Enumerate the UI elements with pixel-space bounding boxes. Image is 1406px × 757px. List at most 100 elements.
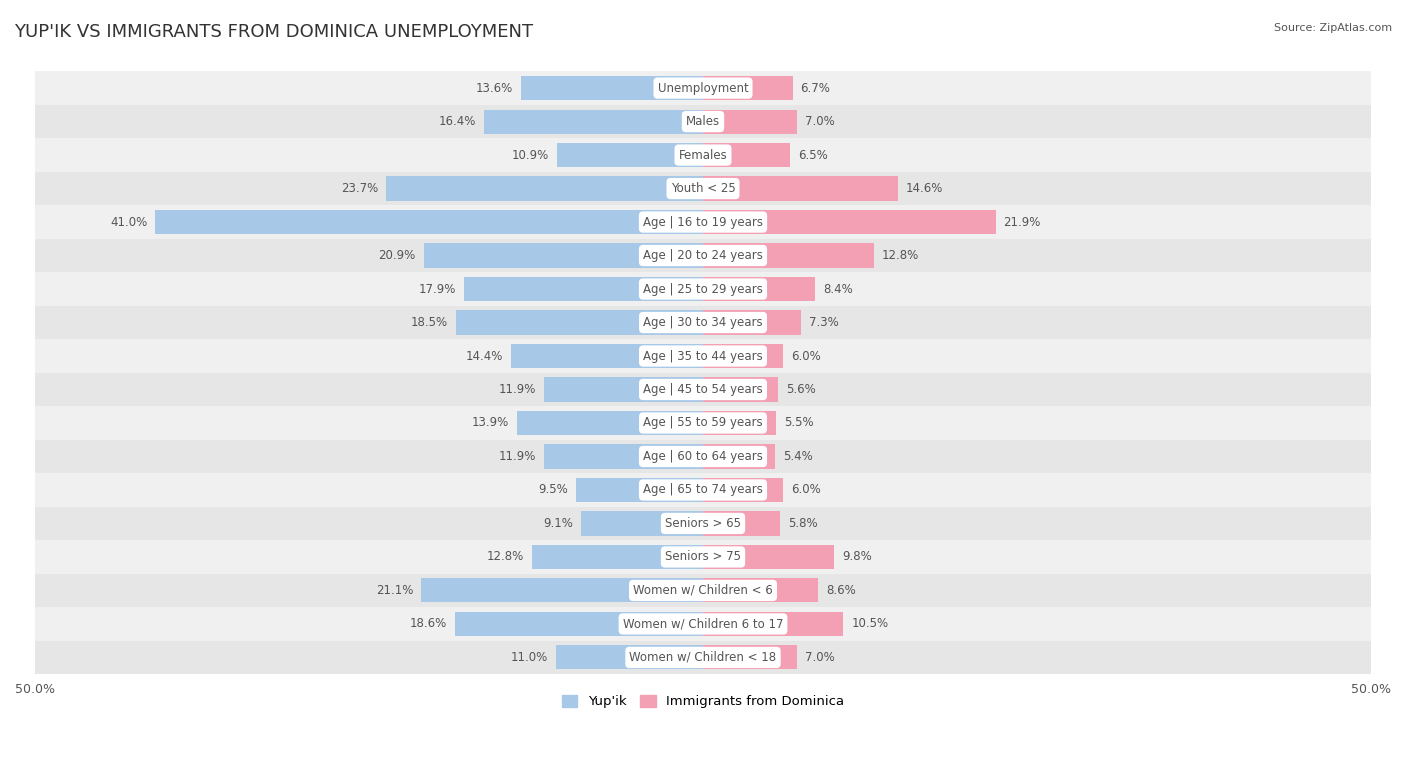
Bar [464,277,703,301]
Text: 6.0%: 6.0% [792,484,821,497]
Text: 6.5%: 6.5% [797,148,828,161]
Bar [35,104,1371,139]
Text: 21.9%: 21.9% [1004,216,1040,229]
Text: 7.0%: 7.0% [804,115,834,128]
Bar [582,512,703,535]
Bar [35,506,1371,540]
Bar [576,478,703,502]
Text: 12.8%: 12.8% [486,550,524,563]
Text: 17.9%: 17.9% [419,282,456,295]
Bar [555,646,703,669]
Legend: Yup'ik, Immigrants from Dominica: Yup'ik, Immigrants from Dominica [557,690,849,714]
Text: Age | 45 to 54 years: Age | 45 to 54 years [643,383,763,396]
Text: Seniors > 75: Seniors > 75 [665,550,741,563]
Text: 5.6%: 5.6% [786,383,815,396]
Bar [703,310,800,335]
Text: Youth < 25: Youth < 25 [671,182,735,195]
Bar [35,306,1371,339]
Text: 18.6%: 18.6% [409,618,447,631]
Text: 9.8%: 9.8% [842,550,872,563]
Text: 16.4%: 16.4% [439,115,475,128]
Text: 5.5%: 5.5% [785,416,814,429]
Text: 6.7%: 6.7% [800,82,831,95]
Text: 9.5%: 9.5% [538,484,568,497]
Text: Age | 60 to 64 years: Age | 60 to 64 years [643,450,763,463]
Text: 8.6%: 8.6% [825,584,856,597]
Text: Source: ZipAtlas.com: Source: ZipAtlas.com [1274,23,1392,33]
Bar [35,540,1371,574]
Bar [703,578,818,603]
Text: Females: Females [679,148,727,161]
Text: 11.9%: 11.9% [499,450,536,463]
Bar [35,574,1371,607]
Text: 10.9%: 10.9% [512,148,550,161]
Bar [703,512,780,535]
Bar [35,440,1371,473]
Text: 5.8%: 5.8% [789,517,818,530]
Bar [703,378,778,401]
Bar [703,210,995,234]
Bar [422,578,703,603]
Text: 7.3%: 7.3% [808,316,838,329]
Text: Women w/ Children < 6: Women w/ Children < 6 [633,584,773,597]
Bar [703,444,775,469]
Text: 14.6%: 14.6% [905,182,943,195]
Bar [456,310,703,335]
Bar [703,478,783,502]
Bar [703,545,834,569]
Bar [35,372,1371,407]
Text: Age | 20 to 24 years: Age | 20 to 24 years [643,249,763,262]
Bar [517,411,703,435]
Text: 8.4%: 8.4% [824,282,853,295]
Text: 10.5%: 10.5% [851,618,889,631]
Text: 11.0%: 11.0% [510,651,548,664]
Bar [703,143,790,167]
Bar [703,76,793,100]
Bar [35,273,1371,306]
Text: 23.7%: 23.7% [342,182,378,195]
Text: 6.0%: 6.0% [792,350,821,363]
Bar [35,640,1371,674]
Text: Unemployment: Unemployment [658,82,748,95]
Text: Age | 35 to 44 years: Age | 35 to 44 years [643,350,763,363]
Bar [155,210,703,234]
Bar [423,244,703,267]
Text: 7.0%: 7.0% [804,651,834,664]
Bar [35,71,1371,104]
Bar [35,172,1371,205]
Bar [703,110,797,134]
Text: 21.1%: 21.1% [375,584,413,597]
Bar [544,444,703,469]
Bar [35,473,1371,506]
Text: 20.9%: 20.9% [378,249,416,262]
Bar [703,646,797,669]
Text: 5.4%: 5.4% [783,450,813,463]
Bar [484,110,703,134]
Text: 13.6%: 13.6% [477,82,513,95]
Text: Males: Males [686,115,720,128]
Text: Women w/ Children 6 to 17: Women w/ Children 6 to 17 [623,618,783,631]
Text: 12.8%: 12.8% [882,249,920,262]
Text: Age | 65 to 74 years: Age | 65 to 74 years [643,484,763,497]
Text: 9.1%: 9.1% [544,517,574,530]
Bar [703,244,875,267]
Bar [35,205,1371,238]
Bar [703,277,815,301]
Bar [703,612,844,636]
Bar [703,344,783,368]
Bar [544,378,703,401]
Text: Age | 55 to 59 years: Age | 55 to 59 years [643,416,763,429]
Bar [531,545,703,569]
Bar [557,143,703,167]
Bar [703,176,898,201]
Text: Age | 16 to 19 years: Age | 16 to 19 years [643,216,763,229]
Text: Age | 25 to 29 years: Age | 25 to 29 years [643,282,763,295]
Bar [454,612,703,636]
Bar [35,139,1371,172]
Bar [703,411,776,435]
Text: 18.5%: 18.5% [411,316,449,329]
Text: 11.9%: 11.9% [499,383,536,396]
Bar [35,339,1371,372]
Text: 13.9%: 13.9% [472,416,509,429]
Text: YUP'IK VS IMMIGRANTS FROM DOMINICA UNEMPLOYMENT: YUP'IK VS IMMIGRANTS FROM DOMINICA UNEMP… [14,23,533,41]
